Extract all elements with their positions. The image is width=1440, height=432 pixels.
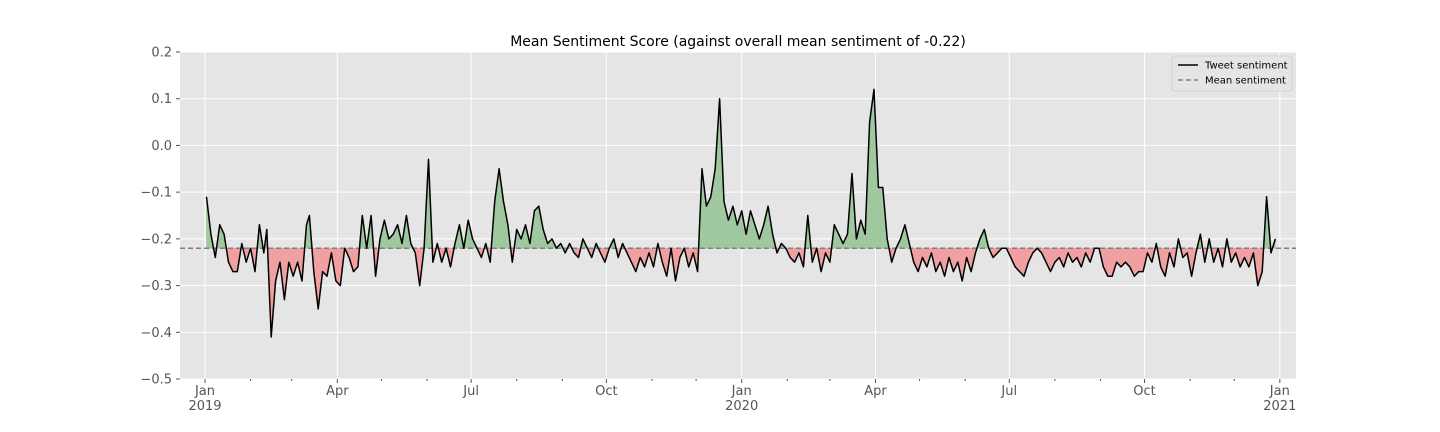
fill-below-mean — [232, 247, 238, 272]
y-axis: 0.2 0.1 0.0 −0.1 −0.2 −0.3 −0.4 −0.5 — [140, 46, 180, 388]
x-tick-label: Apr — [326, 384, 349, 399]
tweet-sentiment-line — [205, 88, 1277, 338]
x-tick-label: Jul — [462, 384, 479, 399]
legend-label-tweet: Tweet sentiment — [1204, 61, 1288, 72]
y-tick-label: 0.2 — [151, 46, 172, 61]
fill-above-mean — [878, 187, 884, 249]
x-tick-label: Jan — [1269, 384, 1290, 399]
x-tick-label: Jan — [731, 384, 752, 399]
y-tick-label: −0.5 — [140, 373, 172, 388]
x-tick-label: Oct — [1133, 384, 1155, 399]
x-tick-label: Apr — [864, 384, 887, 399]
legend: Tweet sentiment Mean sentiment — [1171, 55, 1293, 92]
chart-title: Mean Sentiment Score (against overall me… — [510, 34, 966, 50]
x-tick-year-label: 2021 — [1263, 399, 1296, 414]
y-tick-label: −0.2 — [140, 232, 172, 247]
fill-below-mean — [1138, 247, 1144, 272]
x-tick-year-label: 2019 — [188, 399, 221, 414]
plot-background — [180, 52, 1296, 379]
y-tick-label: −0.4 — [140, 326, 172, 341]
fill-below-mean — [335, 247, 341, 287]
x-tick-label: Jan — [194, 384, 215, 399]
x-tick-year-label: 2020 — [725, 399, 758, 414]
y-tick-label: 0.0 — [151, 139, 172, 154]
fill-below-mean — [1107, 247, 1113, 277]
legend-label-mean: Mean sentiment — [1205, 76, 1286, 87]
x-tick-label: Jul — [1000, 384, 1017, 399]
legend-box — [1171, 55, 1293, 92]
y-tick-label: −0.3 — [140, 279, 172, 294]
x-tick-label: Oct — [595, 384, 617, 399]
fill-above-mean — [534, 205, 540, 249]
y-tick-label: 0.1 — [151, 92, 172, 107]
y-tick-label: −0.1 — [140, 186, 172, 201]
